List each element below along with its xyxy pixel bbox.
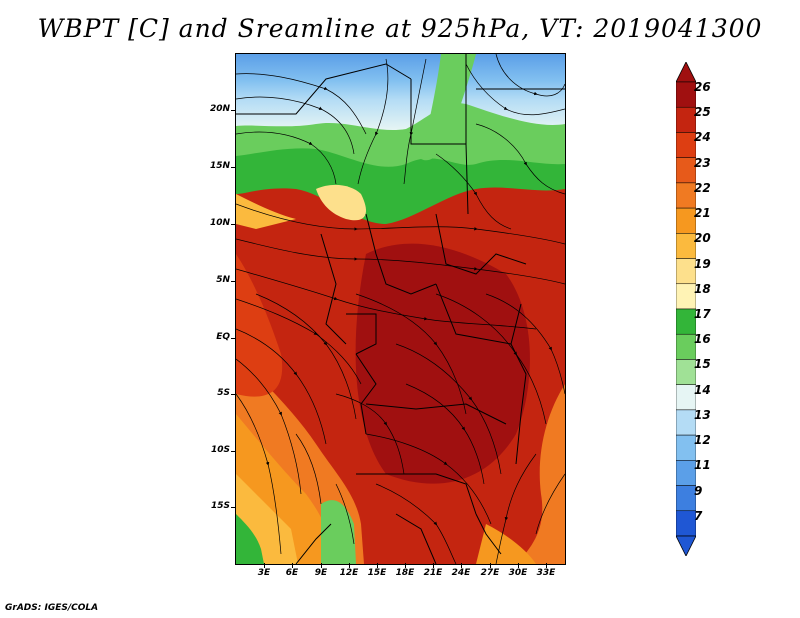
colorbar-label: 19 [694, 256, 711, 271]
lon-label: 15E [367, 568, 387, 578]
colorbar-label: 20 [694, 231, 711, 246]
lat-tick [231, 110, 236, 111]
field-west-yellow [236, 194, 296, 229]
colorbar-swatch [676, 308, 696, 335]
lon-tick [264, 563, 265, 568]
colorbar-swatch [676, 333, 696, 360]
colorbar-label: 26 [694, 80, 711, 94]
colorbar-label: 21 [694, 206, 711, 221]
field-sahel-yellow [316, 184, 366, 221]
colorbar-swatch [676, 233, 696, 259]
grads-credit: GrADS: IGES/COLA [5, 603, 99, 613]
lat-tick [231, 507, 236, 508]
field-sw-green2 [321, 500, 356, 564]
lon-label: 12E [339, 568, 359, 578]
lon-label: 18E [395, 568, 415, 578]
colorbar-label: 12 [694, 433, 711, 448]
colorbar-swatch [676, 157, 696, 184]
lat-label: 10N [209, 218, 230, 228]
lat-tick [231, 167, 236, 168]
lon-tick [321, 563, 322, 568]
colorbar [676, 62, 696, 556]
colorbar-label: 17 [694, 307, 711, 321]
lon-tick [377, 563, 378, 568]
colorbar-label: 16 [694, 332, 711, 347]
colorbar-label: 23 [694, 155, 711, 170]
colorbar-swatch [676, 258, 696, 285]
colorbar-label: 9 [694, 483, 703, 498]
colorbar-swatch [676, 283, 696, 310]
lat-label: 15S [210, 501, 230, 511]
country-borders [236, 54, 565, 564]
colorbar-label: 14 [694, 382, 711, 397]
colorbar-label: 13 [694, 407, 711, 422]
colorbar-label: 25 [694, 105, 711, 120]
field-se-orange [516, 384, 565, 564]
lat-tick [231, 281, 236, 282]
lat-label: EQ [216, 332, 230, 342]
lon-label: 9E [314, 568, 328, 578]
lon-tick [349, 563, 350, 568]
colorbar-swatch [676, 409, 696, 436]
colorbar-swatch [676, 132, 696, 158]
colorbar-top-arrow [676, 62, 696, 83]
streamlines [236, 54, 565, 564]
lat-label: 20N [209, 104, 230, 114]
lon-label: 27E [480, 568, 500, 578]
field-north-blue [236, 54, 565, 131]
lon-label: 24E [451, 568, 471, 578]
lat-tick [231, 224, 236, 225]
colorbar-label: 15 [694, 357, 711, 372]
lon-label: 6E [285, 568, 299, 578]
colorbar-swatch [676, 106, 696, 133]
field-sw-green [236, 514, 264, 564]
lon-label: 3E [257, 568, 271, 578]
lon-label: 33E [536, 568, 556, 578]
lat-label: 5S [217, 388, 230, 398]
lon-tick [490, 563, 491, 568]
lon-tick [433, 563, 434, 568]
lon-tick [518, 563, 519, 568]
wbpt-streamline-map [236, 54, 565, 564]
lon-label: 30E [508, 568, 528, 578]
colorbar-label: 7 [694, 508, 703, 523]
lon-label: 21E [423, 568, 443, 578]
colorbar-bottom-arrow [676, 535, 696, 556]
colorbar-swatch [676, 182, 696, 209]
colorbar-swatch [676, 81, 696, 108]
colorbar-label: 22 [694, 180, 711, 195]
colorbar-swatch [676, 485, 696, 512]
field-interior-dark [355, 243, 530, 484]
lon-tick [405, 563, 406, 568]
field-west-orange [236, 254, 283, 397]
colorbar-swatch [676, 510, 696, 537]
lon-tick [461, 563, 462, 568]
colorbar-label: 11 [694, 458, 711, 473]
lat-tick [231, 394, 236, 395]
lon-tick [546, 563, 547, 568]
lat-tick [231, 338, 236, 339]
field-north-green-tongue [421, 54, 476, 161]
colorbar-swatch [676, 460, 696, 486]
colorbar-swatch [676, 434, 696, 461]
colorbar-swatch [676, 207, 696, 234]
colorbar-label: 24 [694, 130, 711, 145]
colorbar-swatch [676, 384, 696, 411]
colorbar-label: 18 [694, 281, 711, 296]
lon-tick [292, 563, 293, 568]
map-title: WBPT [C] and Sreamline at 925hPa, VT: 20… [37, 14, 763, 43]
map-plot-area [235, 53, 566, 565]
lat-label: 15N [209, 161, 230, 171]
lat-tick [231, 451, 236, 452]
colorbar-swatch [676, 359, 696, 385]
field-se-light-orange [476, 524, 536, 564]
lat-label: 5N [216, 275, 230, 285]
lat-label: 10S [210, 445, 230, 455]
